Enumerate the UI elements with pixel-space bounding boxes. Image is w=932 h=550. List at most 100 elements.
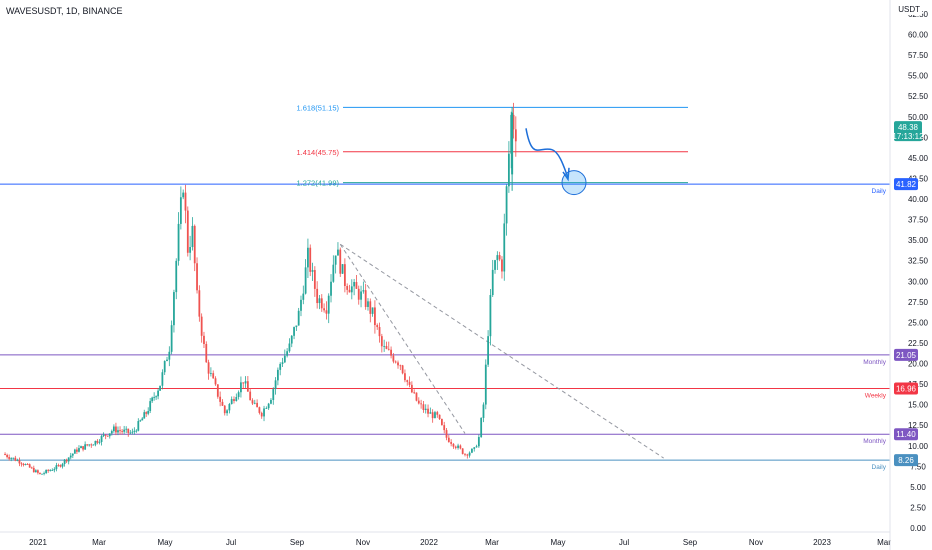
candle-body bbox=[119, 430, 121, 431]
candle-body bbox=[291, 336, 293, 344]
candle-body bbox=[365, 290, 367, 307]
x-tick-label: 2021 bbox=[29, 538, 47, 547]
candle-body bbox=[86, 444, 88, 445]
candle-body bbox=[55, 465, 57, 469]
candle-body bbox=[261, 413, 263, 417]
y-tick-label: 52.50 bbox=[908, 92, 929, 101]
candle-body bbox=[35, 470, 37, 472]
candle-body bbox=[107, 436, 109, 437]
candle-body bbox=[349, 290, 351, 292]
candle-body bbox=[494, 260, 496, 270]
candle-body bbox=[145, 412, 147, 414]
candle-body bbox=[101, 436, 103, 442]
x-tick-label: Jul bbox=[619, 538, 629, 547]
candle-body bbox=[353, 282, 355, 286]
candle-body bbox=[10, 458, 12, 459]
candle-body bbox=[249, 392, 251, 401]
candle-body bbox=[328, 296, 330, 314]
candle-body bbox=[41, 474, 43, 475]
candle-body bbox=[74, 450, 76, 454]
candle-body bbox=[171, 325, 173, 352]
level-label: Weekly bbox=[865, 393, 887, 400]
candle-body bbox=[483, 405, 485, 418]
candle-body bbox=[198, 290, 200, 316]
level-price-tag-text: 8.26 bbox=[898, 456, 914, 465]
candle-body bbox=[60, 465, 62, 466]
y-tick-label: 27.50 bbox=[908, 298, 929, 307]
currency-label[interactable]: USDT bbox=[896, 4, 922, 15]
level-label: Daily bbox=[872, 464, 887, 471]
candle-body bbox=[72, 454, 74, 456]
candle-body bbox=[247, 381, 249, 391]
candle-body bbox=[302, 294, 304, 300]
candle-body bbox=[429, 412, 431, 413]
candle-body bbox=[342, 264, 344, 274]
candle-body bbox=[376, 325, 378, 327]
candle-body bbox=[478, 437, 480, 446]
candle-body bbox=[215, 378, 217, 384]
candle-body bbox=[358, 289, 360, 300]
candle-body bbox=[135, 431, 137, 432]
candle-body bbox=[335, 256, 337, 265]
x-tick-label: Mar bbox=[92, 538, 106, 547]
y-tick-label: 25.00 bbox=[908, 318, 929, 327]
candle-body bbox=[12, 458, 14, 459]
candle-body bbox=[125, 429, 127, 430]
target-circle bbox=[562, 171, 586, 195]
x-tick-label: Mar bbox=[877, 538, 891, 547]
candle-body bbox=[402, 365, 404, 373]
candle-body bbox=[390, 350, 392, 356]
candle-body bbox=[45, 470, 47, 473]
candle-body bbox=[109, 433, 111, 436]
y-tick-label: 15.00 bbox=[908, 401, 929, 410]
candle-body bbox=[187, 211, 189, 253]
candle-body bbox=[515, 129, 517, 141]
candle-body bbox=[103, 435, 105, 436]
candle-body bbox=[8, 457, 10, 459]
candle-body bbox=[95, 441, 97, 445]
candle-body bbox=[259, 407, 261, 413]
candle-body bbox=[464, 454, 466, 455]
candle-body bbox=[6, 455, 8, 457]
y-tick-label: 50.00 bbox=[908, 113, 929, 122]
candle-body bbox=[254, 403, 256, 404]
candle-body bbox=[178, 224, 180, 261]
level-price-tag-text: 21.05 bbox=[896, 351, 917, 360]
candle-body bbox=[155, 396, 157, 397]
candle-body bbox=[64, 460, 66, 464]
candle-body bbox=[462, 448, 464, 454]
candle-body bbox=[147, 411, 149, 414]
candle-body bbox=[19, 460, 21, 463]
level-label: Daily bbox=[872, 188, 887, 195]
candle-body bbox=[231, 399, 233, 404]
candle-body bbox=[284, 356, 286, 363]
candle-body bbox=[222, 402, 224, 406]
candle-body bbox=[131, 432, 133, 433]
fib-extension-levels: 1.618(51.15)1.414(45.75)1.272(41.99) bbox=[296, 103, 688, 187]
candle-body bbox=[381, 336, 383, 346]
candle-body bbox=[121, 431, 123, 432]
candle-body bbox=[139, 420, 141, 421]
candle-body bbox=[339, 250, 341, 274]
x-tick-label: Mar bbox=[485, 538, 499, 547]
candle-body bbox=[90, 444, 92, 445]
candle-body bbox=[208, 362, 210, 373]
candle-body bbox=[326, 310, 328, 313]
candle-body bbox=[457, 446, 459, 448]
candle-body bbox=[238, 392, 240, 397]
y-tick-label: 57.50 bbox=[908, 51, 929, 60]
candle-body bbox=[51, 470, 53, 471]
y-tick-label: 5.00 bbox=[910, 483, 926, 492]
x-tick-label: May bbox=[550, 538, 565, 547]
candle-body bbox=[434, 412, 436, 418]
candle-body bbox=[476, 446, 478, 447]
candle-body bbox=[346, 286, 348, 290]
candle-body bbox=[37, 470, 39, 472]
x-axis-ticks: 2021 Mar May Jul Sep Nov 2022 Mar May Jul Sep Nov 20… bbox=[29, 538, 891, 547]
candle-body bbox=[323, 308, 325, 310]
candle-body bbox=[25, 464, 27, 465]
candle-body bbox=[369, 301, 371, 314]
candle-body bbox=[473, 447, 475, 449]
